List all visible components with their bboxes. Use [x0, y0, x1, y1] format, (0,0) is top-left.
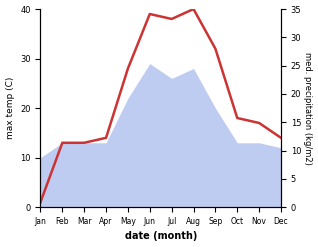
X-axis label: date (month): date (month)	[125, 231, 197, 242]
Y-axis label: max temp (C): max temp (C)	[5, 77, 15, 139]
Y-axis label: med. precipitation (kg/m2): med. precipitation (kg/m2)	[303, 52, 313, 165]
